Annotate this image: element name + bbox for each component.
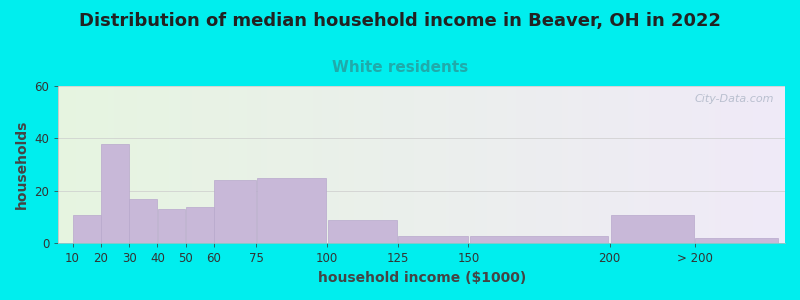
Text: City-Data.com: City-Data.com (694, 94, 774, 104)
Bar (214, 180, 256, 243)
Bar (130, 199, 157, 243)
Bar (470, 236, 608, 243)
Bar (610, 214, 694, 243)
Bar (158, 209, 186, 243)
Bar (257, 178, 326, 243)
Bar (73, 214, 101, 243)
Bar (695, 238, 778, 243)
Text: White residents: White residents (332, 60, 468, 75)
Bar (328, 220, 397, 243)
Y-axis label: households: households (15, 120, 29, 209)
X-axis label: household income ($1000): household income ($1000) (318, 271, 526, 285)
Text: Distribution of median household income in Beaver, OH in 2022: Distribution of median household income … (79, 12, 721, 30)
Bar (186, 207, 214, 243)
Bar (398, 236, 468, 243)
Bar (101, 144, 129, 243)
